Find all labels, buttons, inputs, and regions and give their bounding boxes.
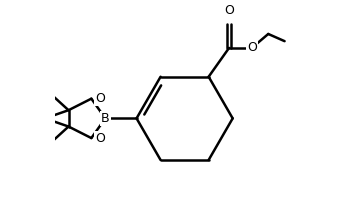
Text: O: O [247, 41, 257, 54]
Text: O: O [224, 4, 234, 17]
Text: O: O [95, 92, 105, 105]
Text: B: B [101, 112, 110, 125]
Text: O: O [95, 132, 105, 145]
